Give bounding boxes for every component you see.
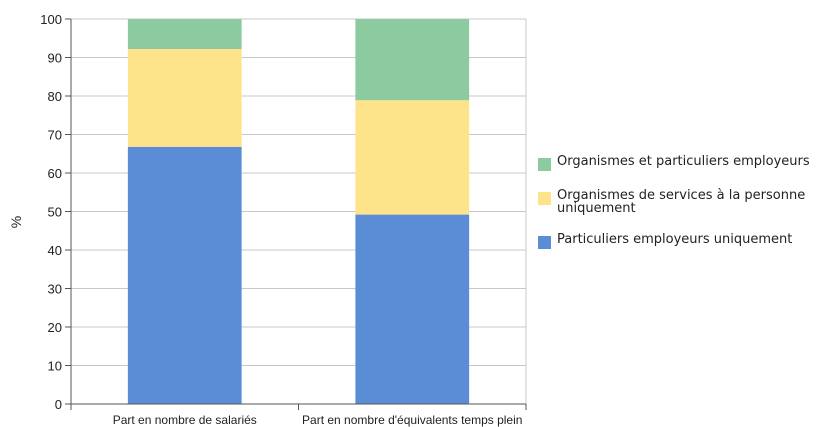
y-tick-label: 10 xyxy=(48,359,62,374)
legend-label: Organismes et particuliers employeurs xyxy=(557,154,810,169)
y-tick-label: 50 xyxy=(48,205,62,220)
x-category-label: Part en nombre de salariés xyxy=(113,413,257,427)
y-tick-label: 70 xyxy=(48,128,62,143)
bar-segment xyxy=(127,19,242,50)
y-tick-label: 100 xyxy=(40,12,62,27)
bar-segment xyxy=(355,214,470,404)
legend-swatch xyxy=(538,236,551,249)
y-tick-label: 30 xyxy=(48,282,62,297)
bars xyxy=(127,19,470,404)
legend-label: Organismes de services à la personne uni… xyxy=(557,188,806,216)
legend-label: Particuliers employeurs uniquement xyxy=(557,232,793,247)
y-tick-label: 40 xyxy=(48,243,62,258)
y-tick-label: 80 xyxy=(48,89,62,104)
bar-segment xyxy=(355,100,470,215)
legend-item: Particuliers employeurs uniquement xyxy=(538,233,818,249)
y-tick-label: 90 xyxy=(48,51,62,66)
legend-item: Organismes et particuliers employeurs xyxy=(538,155,818,171)
x-category-labels: Part en nombre de salariés Part en nombre… xyxy=(113,413,523,427)
bar-segment xyxy=(127,49,242,147)
y-tick-label: 60 xyxy=(48,166,62,181)
axes xyxy=(65,18,527,410)
legend-swatch xyxy=(538,158,551,171)
y-tick-labels: 0 10 20 30 40 50 60 70 80 90 100 xyxy=(40,12,62,412)
bar-segment xyxy=(127,146,242,404)
y-tick-label: 20 xyxy=(48,320,62,335)
legend-item: Organismes de services à la personne uni… xyxy=(538,189,818,215)
y-axis-label: % xyxy=(8,216,24,228)
legend-swatch xyxy=(538,192,551,205)
bar-segment xyxy=(355,19,470,101)
x-category-label: Part en nombre d'équivalents temps plein xyxy=(302,413,522,427)
legend: Organismes et particuliers employeurs Org… xyxy=(538,155,818,267)
y-tick-label: 0 xyxy=(55,397,62,412)
